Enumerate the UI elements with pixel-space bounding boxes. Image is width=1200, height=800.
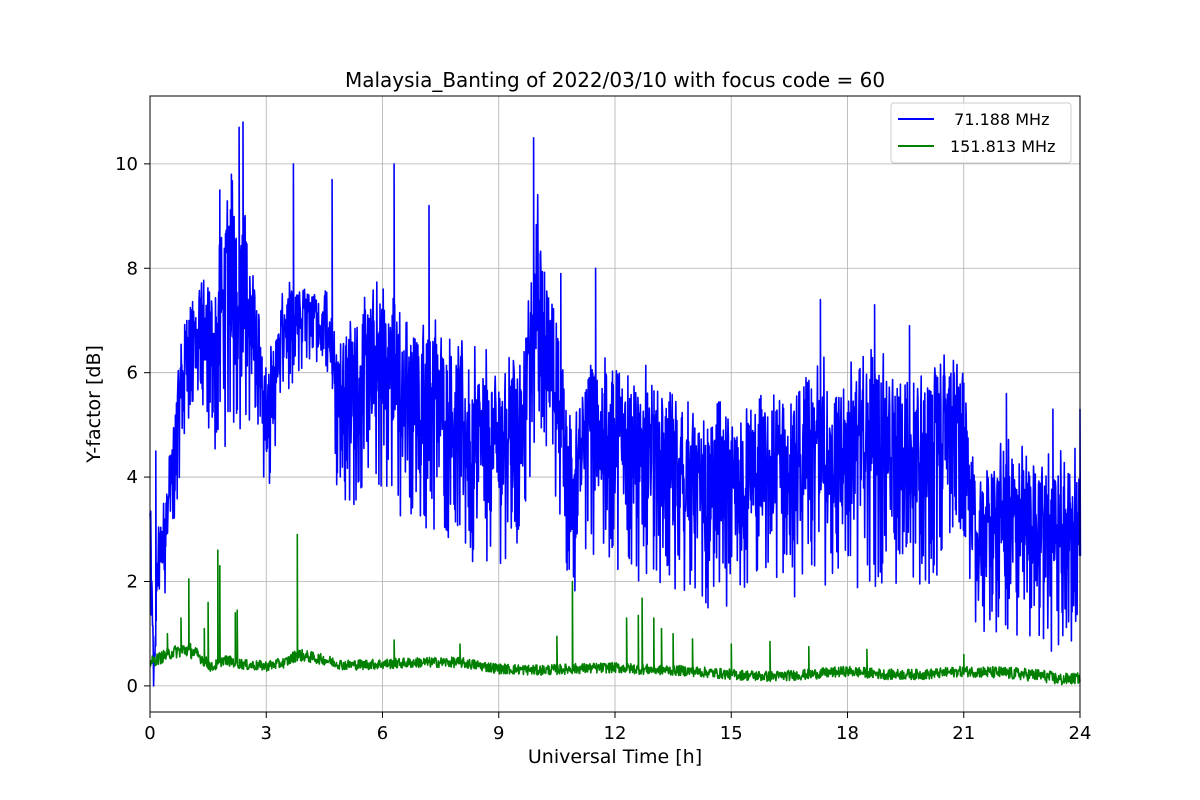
x-tick-label: 12: [604, 723, 627, 744]
y-tick-label: 8: [127, 258, 138, 279]
legend: 71.188 MHz 151.813 MHz: [890, 102, 1072, 164]
x-tick-label: 21: [952, 723, 975, 744]
legend-label-71mhz: 71.188 MHz: [944, 110, 1049, 129]
legend-label-151mhz: 151.813 MHz: [950, 137, 1055, 156]
x-tick-label: 18: [836, 723, 859, 744]
chart-title: Malaysia_Banting of 2022/03/10 with focu…: [345, 68, 885, 92]
legend-box: [890, 102, 1072, 164]
x-tick-label: 9: [493, 723, 504, 744]
y-axis-label: Y-factor [dB]: [83, 345, 105, 464]
y-tick-label: 2: [127, 571, 138, 592]
x-axis-label: Universal Time [h]: [528, 746, 702, 768]
series-line-151mhz: [149, 533, 1081, 686]
x-tick-label: 3: [261, 723, 272, 744]
x-tick-label: 24: [1069, 723, 1092, 744]
series-layer: [149, 121, 1082, 687]
x-tick-label: 6: [377, 723, 388, 744]
y-tick-label: 6: [127, 363, 138, 384]
x-tick-label: 0: [144, 723, 155, 744]
y-tick-label: 4: [127, 467, 138, 488]
series-line-71mhz: [149, 121, 1082, 687]
x-tick-label: 15: [720, 723, 743, 744]
y-tick-label: 0: [127, 676, 138, 697]
y-tick-label: 10: [115, 154, 138, 175]
